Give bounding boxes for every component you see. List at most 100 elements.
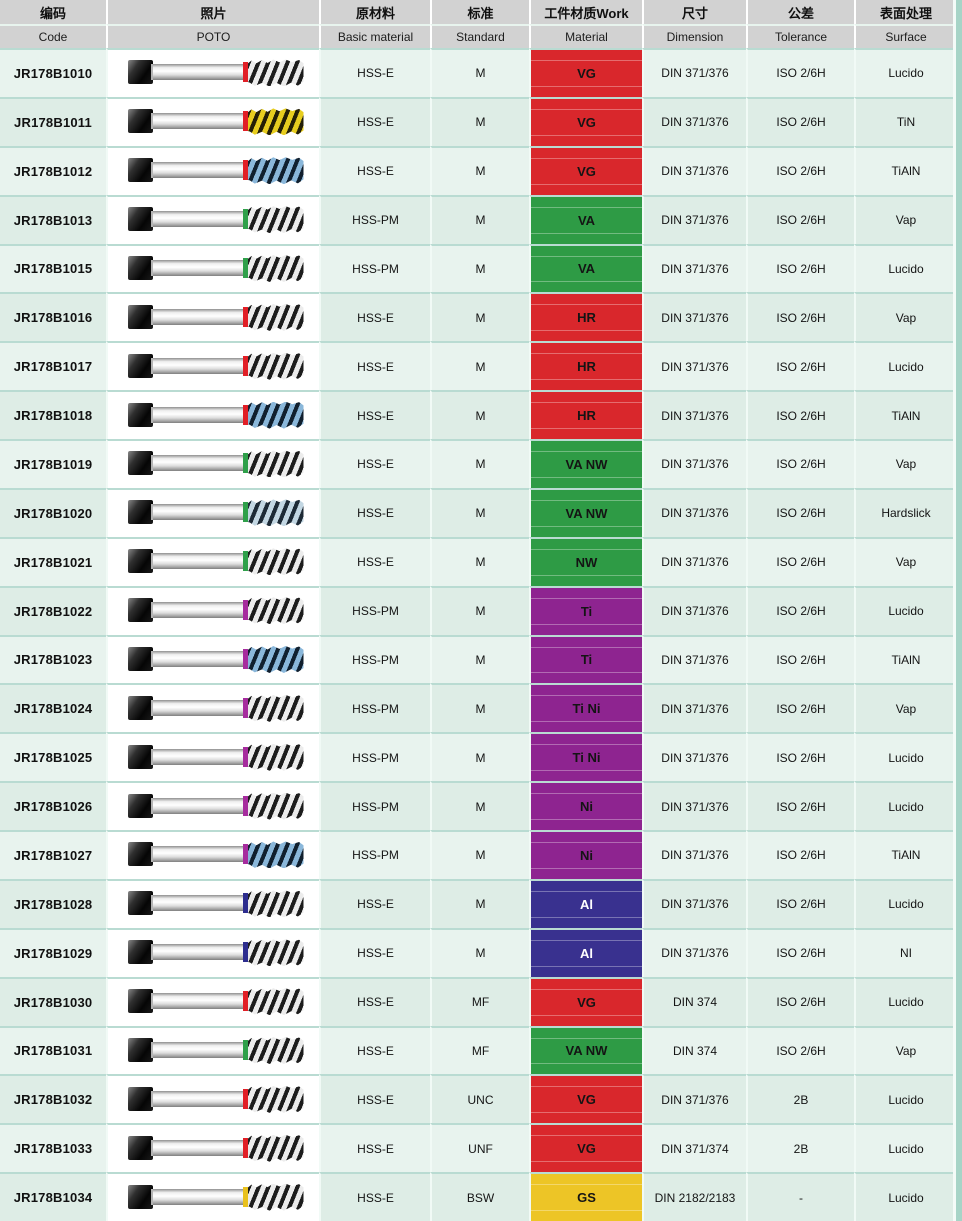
tap-color-ring-icon bbox=[242, 551, 248, 572]
standard-cell: M bbox=[430, 830, 529, 879]
product-code-cell: JR178B1016 bbox=[0, 292, 106, 342]
tap-square-shank-icon bbox=[127, 451, 153, 476]
tap-square-shank-icon bbox=[127, 353, 153, 378]
tap-photo bbox=[123, 394, 305, 438]
tap-color-ring-icon bbox=[242, 893, 248, 914]
product-code-cell: JR178B1020 bbox=[0, 487, 106, 537]
dimension-cell: DIN 371/376 bbox=[642, 878, 746, 928]
work-material-cell: VA NW bbox=[529, 439, 642, 488]
tap-body-icon bbox=[150, 1041, 245, 1058]
product-code-cell: JR178B1010 bbox=[0, 48, 106, 97]
product-code-cell: JR178B1012 bbox=[0, 145, 106, 195]
product-code-cell: JR178B1033 bbox=[0, 1123, 106, 1173]
product-photo-cell bbox=[106, 732, 319, 782]
product-photo-cell bbox=[106, 1123, 319, 1173]
basic-material-cell: HSS-E bbox=[319, 1074, 430, 1124]
tap-square-shank-icon bbox=[127, 304, 153, 329]
surface-cell: Lucido bbox=[854, 732, 956, 782]
work-material-cell: GS bbox=[529, 1172, 642, 1221]
tap-body-icon bbox=[150, 944, 245, 961]
product-photo-cell bbox=[106, 487, 319, 537]
tolerance-cell: ISO 2/6H bbox=[746, 976, 854, 1026]
basic-material-cell: HSS-PM bbox=[319, 683, 430, 733]
tap-photo bbox=[123, 980, 305, 1024]
product-photo-cell bbox=[106, 390, 319, 439]
standard-cell: MF bbox=[430, 1025, 529, 1075]
surface-cell: Lucido bbox=[854, 976, 956, 1026]
tap-spiral-flute-icon bbox=[247, 548, 304, 576]
work-material-cell: HR bbox=[529, 292, 642, 342]
tap-body-icon bbox=[150, 650, 245, 667]
surface-cell: Lucido bbox=[854, 341, 956, 391]
tap-body-icon bbox=[150, 553, 245, 570]
standard-cell: M bbox=[430, 732, 529, 782]
surface-cell: Lucido bbox=[854, 1074, 956, 1124]
surface-cell: Lucido bbox=[854, 781, 956, 830]
standard-cell: M bbox=[430, 634, 529, 684]
product-photo-cell bbox=[106, 585, 319, 635]
basic-material-cell: HSS-E bbox=[319, 96, 430, 146]
tolerance-cell: 2B bbox=[746, 1123, 854, 1173]
tap-color-ring-icon bbox=[242, 1137, 248, 1158]
tap-body-icon bbox=[150, 602, 245, 619]
tap-square-shank-icon bbox=[127, 549, 153, 574]
basic-material-cell: HSS-E bbox=[319, 878, 430, 928]
product-photo-cell bbox=[106, 927, 319, 977]
tap-photo bbox=[123, 736, 305, 780]
basic-material-cell: HSS-PM bbox=[319, 830, 430, 879]
work-material-cell: Ni bbox=[529, 830, 642, 879]
basic-material-cell: HSS-E bbox=[319, 341, 430, 391]
product-code-cell: JR178B1022 bbox=[0, 585, 106, 635]
work-material-cell: VG bbox=[529, 145, 642, 195]
tap-photo bbox=[123, 198, 305, 242]
tap-color-ring-icon bbox=[242, 355, 248, 376]
tap-square-shank-icon bbox=[127, 842, 153, 867]
product-photo-cell bbox=[106, 243, 319, 293]
product-photo-cell bbox=[106, 830, 319, 879]
product-code-cell: JR178B1027 bbox=[0, 830, 106, 879]
work-material-cell: VA bbox=[529, 194, 642, 244]
basic-material-cell: HSS-PM bbox=[319, 634, 430, 684]
tap-color-ring-icon bbox=[242, 160, 248, 181]
work-material-cell: Ti bbox=[529, 585, 642, 635]
work-material-cell: HR bbox=[529, 341, 642, 391]
tap-body-icon bbox=[150, 895, 245, 912]
dimension-cell: DIN 371/376 bbox=[642, 1074, 746, 1124]
basic-material-cell: HSS-E bbox=[319, 145, 430, 195]
tolerance-cell: ISO 2/6H bbox=[746, 1025, 854, 1075]
tolerance-cell: ISO 2/6H bbox=[746, 243, 854, 293]
surface-cell: TiN bbox=[854, 96, 956, 146]
dimension-cell: DIN 371/376 bbox=[642, 145, 746, 195]
surface-cell: TiAlN bbox=[854, 145, 956, 195]
column-header-tolerance-zh: 公差 bbox=[746, 0, 854, 24]
standard-cell: M bbox=[430, 439, 529, 488]
standard-cell: M bbox=[430, 781, 529, 830]
tap-square-shank-icon bbox=[127, 255, 153, 280]
standard-cell: M bbox=[430, 927, 529, 977]
surface-cell: Lucido bbox=[854, 585, 956, 635]
surface-cell: Vap bbox=[854, 536, 956, 586]
tap-spiral-flute-icon bbox=[247, 157, 304, 185]
tap-square-shank-icon bbox=[127, 793, 153, 818]
work-material-cell: VG bbox=[529, 1123, 642, 1173]
tap-spiral-flute-icon bbox=[247, 254, 304, 282]
tolerance-cell: ISO 2/6H bbox=[746, 487, 854, 537]
tap-square-shank-icon bbox=[127, 402, 153, 427]
tap-color-ring-icon bbox=[242, 502, 248, 523]
column-header-tolerance-en: Tolerance bbox=[746, 24, 854, 48]
tolerance-cell: ISO 2/6H bbox=[746, 585, 854, 635]
tap-photo bbox=[123, 833, 305, 877]
dimension-cell: DIN 374 bbox=[642, 976, 746, 1026]
tap-body-icon bbox=[150, 1188, 245, 1205]
tap-color-ring-icon bbox=[242, 942, 248, 963]
work-material-cell: Al bbox=[529, 878, 642, 928]
dimension-cell: DIN 371/376 bbox=[642, 487, 746, 537]
column-header-basic-material-zh: 原材料 bbox=[319, 0, 430, 24]
tap-photo bbox=[123, 882, 305, 926]
standard-cell: M bbox=[430, 390, 529, 439]
tap-photo bbox=[123, 442, 305, 486]
work-material-cell: VA NW bbox=[529, 487, 642, 537]
tolerance-cell: ISO 2/6H bbox=[746, 927, 854, 977]
tap-color-ring-icon bbox=[242, 62, 248, 83]
